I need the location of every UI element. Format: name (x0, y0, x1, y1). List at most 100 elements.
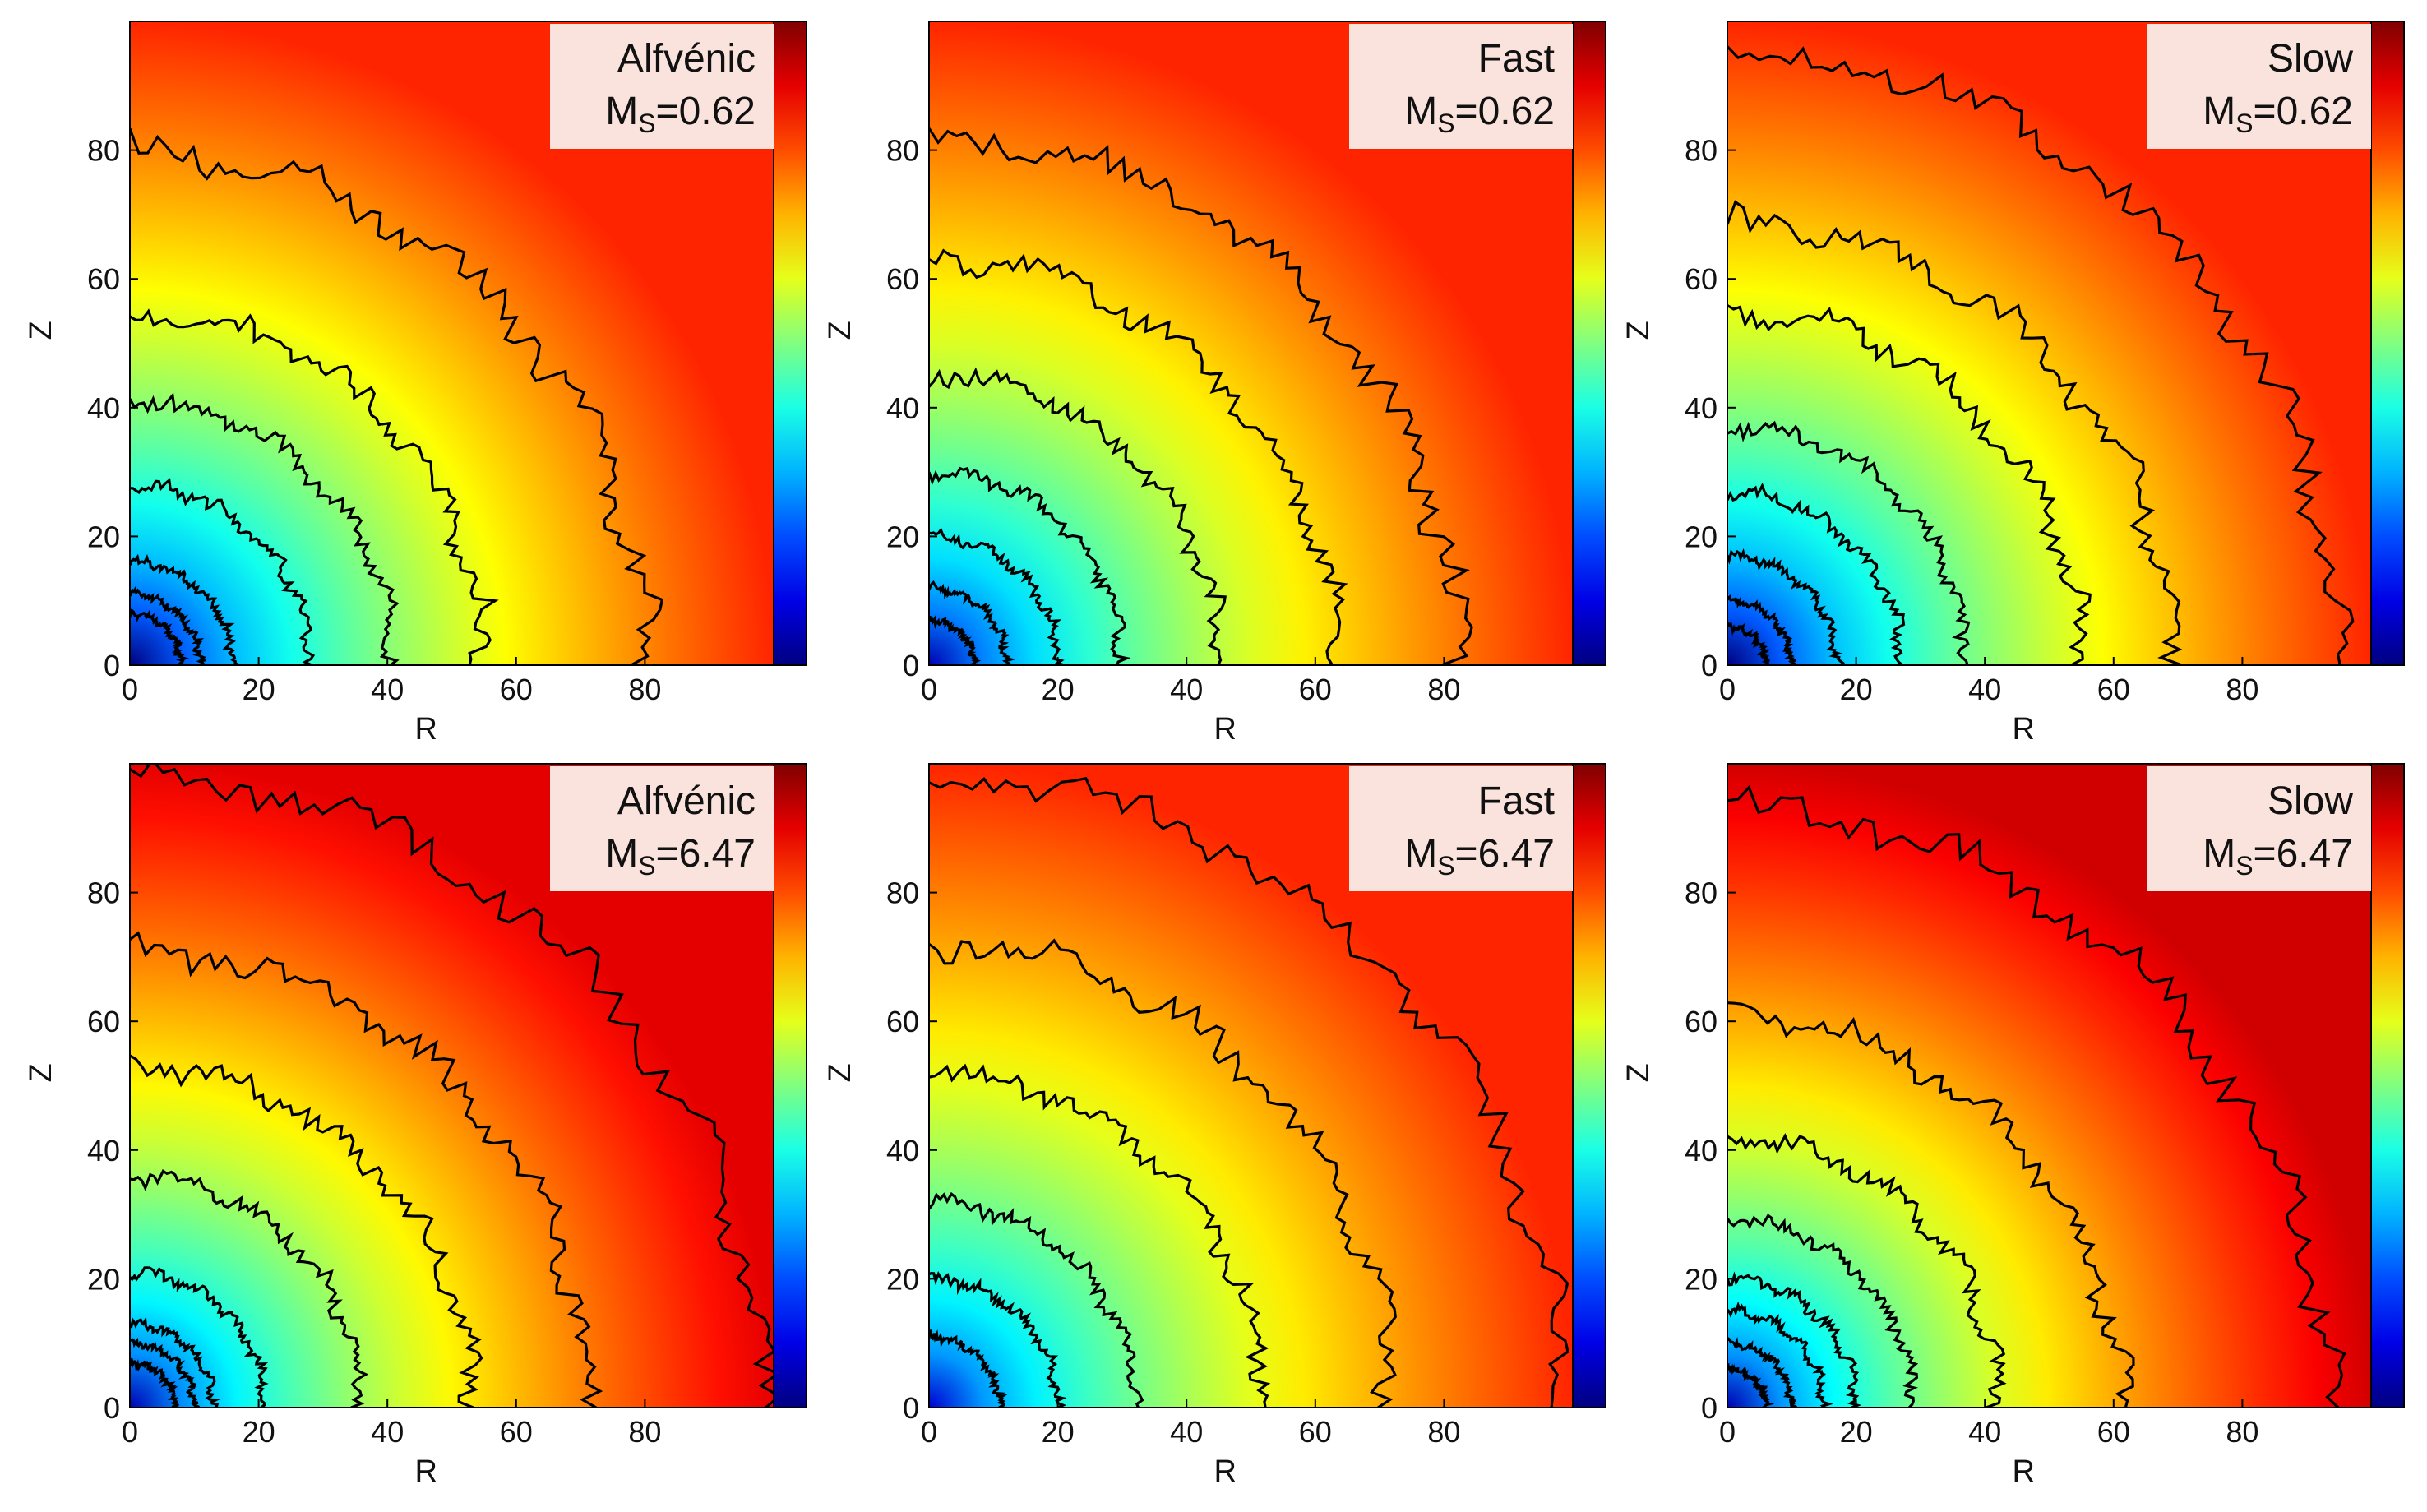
y-axis-label: Z (24, 1063, 58, 1082)
annotation-mach: MS=6.47 (2203, 832, 2353, 881)
x-tick-label: 60 (1299, 673, 1332, 706)
x-tick-label: 80 (628, 673, 661, 706)
y-tick-label: 0 (903, 649, 919, 682)
contour-line (1727, 548, 1845, 665)
contour-line (1727, 420, 1971, 665)
x-tick-label: 60 (500, 1415, 533, 1449)
x-axis-label: R (414, 1454, 437, 1489)
annotation-label: Fast (1478, 779, 1555, 823)
y-tick-label: 0 (104, 1391, 120, 1425)
x-tick-label: 60 (2097, 1415, 2130, 1449)
contour-line (130, 1338, 201, 1408)
contour-line (1727, 1362, 1775, 1408)
x-tick-label: 0 (1719, 673, 1736, 706)
y-axis-label: Z (823, 1063, 858, 1082)
contour-line (130, 931, 603, 1408)
x-tick-label: 40 (1170, 1415, 1203, 1449)
contour-line (130, 308, 499, 665)
x-tick-label: 40 (371, 1415, 404, 1449)
colorbar (2370, 763, 2405, 1408)
x-tick-label: 60 (2097, 673, 2130, 706)
y-tick-label: 20 (1685, 520, 1717, 553)
colorbar (773, 21, 807, 666)
contour-line (130, 1266, 269, 1408)
x-tick-label: 20 (1840, 673, 1873, 706)
y-tick-label: 40 (1685, 1134, 1717, 1168)
y-axis-label: Z (1621, 1063, 1656, 1082)
y-axis-label: Z (823, 321, 858, 340)
contour-lines (130, 764, 774, 1408)
x-tick-label: 40 (371, 673, 404, 706)
annotation-box (2147, 24, 2371, 149)
contour-line (929, 127, 1473, 665)
y-tick-label: 40 (1685, 391, 1717, 425)
contour-line (929, 466, 1131, 665)
contour-line (1727, 1336, 1798, 1408)
contour-line (130, 478, 316, 665)
annotation-mach: MS=0.62 (605, 90, 756, 138)
x-axis-label: R (1214, 712, 1236, 747)
x-tick-label: 80 (2226, 673, 2258, 706)
annotation-label: Slow (2268, 779, 2353, 823)
x-tick-label: 0 (921, 673, 937, 706)
contour-line (1727, 200, 2183, 665)
contour-line (929, 367, 1227, 665)
y-tick-label: 20 (87, 1262, 120, 1296)
contour-line (1727, 1001, 2135, 1408)
y-tick-label: 80 (886, 876, 919, 910)
annotation-mach: MS=0.62 (2203, 90, 2353, 138)
y-tick-label: 20 (886, 1262, 919, 1296)
x-tick-label: 20 (1840, 1415, 1873, 1449)
contour-line (1727, 45, 2355, 665)
x-tick-label: 40 (1968, 1415, 2001, 1449)
y-tick-label: 40 (886, 1134, 919, 1168)
contour-line (929, 1191, 1144, 1408)
x-tick-label: 80 (1427, 673, 1460, 706)
colorbar (773, 763, 807, 1408)
x-tick-label: 0 (122, 1415, 138, 1449)
panel-6: 0 20 40 60 80 0 20 40 60 80 R Z Slow MS=6.47 (1621, 763, 2405, 1489)
x-tick-label: 20 (243, 673, 275, 706)
y-tick-label: 20 (87, 520, 120, 553)
x-axis-label: R (1214, 1454, 1236, 1489)
contour-line (1727, 482, 1906, 665)
y-tick-label: 80 (1685, 876, 1717, 910)
annotation-label: Slow (2268, 37, 2353, 81)
annotation-mach: MS=6.47 (605, 832, 756, 881)
contour-line (1727, 304, 2092, 665)
contour-line (1727, 784, 2346, 1408)
contour-lines (929, 776, 1569, 1408)
contour-line (130, 764, 774, 1408)
contour-lines (130, 127, 664, 665)
x-axis-label: R (2012, 1454, 2034, 1489)
x-tick-label: 40 (1968, 673, 2001, 706)
panel-5: 0 20 40 60 80 0 20 40 60 80 R Z Fast MS=6.47 (823, 763, 1606, 1489)
contour-line (130, 1054, 483, 1408)
y-tick-label: 0 (104, 649, 120, 682)
contour-line (130, 392, 400, 665)
x-tick-label: 0 (921, 1415, 937, 1449)
x-tick-label: 80 (628, 1415, 661, 1449)
contour-line (929, 776, 1569, 1408)
x-tick-label: 0 (1719, 1415, 1736, 1449)
contour-line (929, 580, 1016, 665)
panel-3: 0 20 40 60 80 0 20 40 60 80 R Z Slow MS=0.62 (1621, 21, 2405, 747)
contour-line (130, 585, 207, 665)
x-tick-label: 80 (1427, 1415, 1460, 1449)
y-tick-label: 60 (87, 262, 120, 296)
y-tick-label: 20 (886, 520, 919, 553)
x-tick-label: 60 (500, 673, 533, 706)
annotation-mach: MS=0.62 (1404, 90, 1555, 138)
panel-2: 0 20 40 60 80 0 20 40 60 80 R Z Fast MS=0.62 (823, 21, 1606, 747)
contour-line (929, 527, 1065, 665)
y-axis-label: Z (24, 321, 58, 340)
contour-line (1727, 1271, 1862, 1408)
x-tick-label: 0 (122, 673, 138, 706)
annotation-box (1349, 766, 1573, 891)
contour-line (1727, 594, 1797, 665)
contour-line (929, 1271, 1067, 1408)
contour-line (929, 248, 1348, 665)
y-tick-label: 0 (903, 1391, 919, 1425)
x-axis-label: R (2012, 712, 2034, 747)
y-tick-label: 80 (87, 134, 120, 168)
